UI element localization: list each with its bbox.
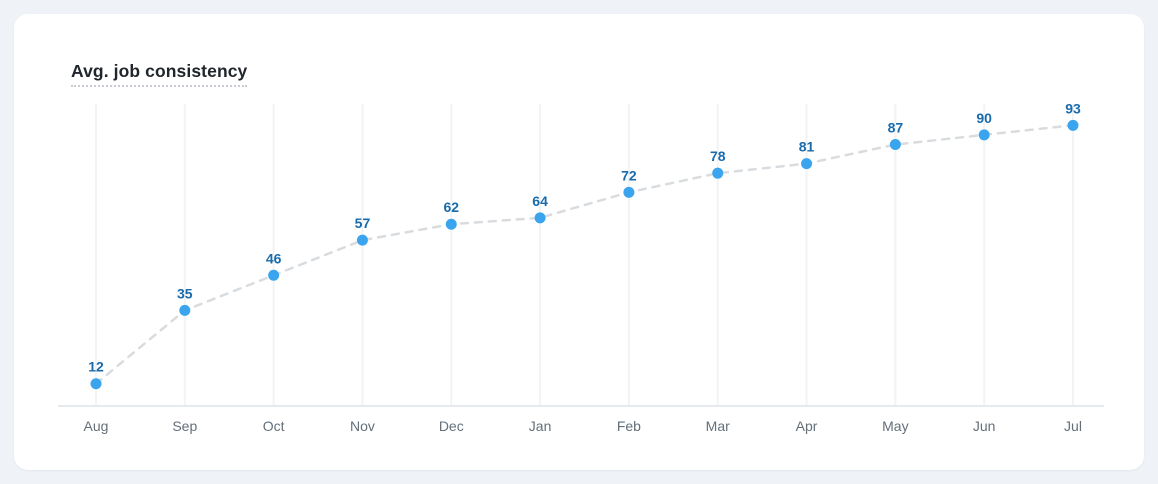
point-value-label: 57 (355, 215, 371, 231)
point-value-label: 87 (888, 119, 904, 135)
data-point[interactable] (889, 138, 901, 150)
data-point[interactable] (1067, 119, 1079, 131)
x-axis-tick-label: Jan (529, 418, 552, 434)
chart-title: Avg. job consistency (71, 61, 248, 87)
data-point[interactable] (534, 212, 546, 224)
x-axis-tick-label: Mar (706, 418, 730, 434)
point-value-label: 72 (621, 167, 637, 183)
data-point[interactable] (356, 234, 368, 246)
x-axis-tick-label: Oct (263, 418, 285, 434)
data-point[interactable] (978, 129, 990, 141)
chart-card: Avg. job consistency (14, 14, 1144, 470)
x-axis-tick-label: Nov (350, 418, 375, 434)
point-value-label: 93 (1065, 100, 1081, 116)
point-value-label: 90 (976, 110, 992, 126)
point-value-label: 62 (443, 199, 459, 215)
x-axis-tick-label: Aug (84, 418, 109, 434)
x-axis-tick-label: Feb (617, 418, 641, 434)
x-axis-tick-label: Jun (973, 418, 996, 434)
x-axis-tick-label: Jul (1064, 418, 1082, 434)
x-axis-tick-label: May (882, 418, 908, 434)
point-value-label: 64 (532, 193, 548, 209)
data-point[interactable] (445, 218, 457, 230)
data-point[interactable] (179, 304, 191, 316)
data-point[interactable] (268, 269, 280, 281)
point-value-label: 35 (177, 285, 193, 301)
x-axis-tick-label: Apr (796, 418, 818, 434)
point-value-label: 46 (266, 250, 282, 266)
data-point[interactable] (623, 186, 635, 198)
point-value-label: 12 (88, 359, 104, 375)
data-point[interactable] (712, 167, 724, 179)
point-value-label: 81 (799, 139, 815, 155)
point-value-label: 78 (710, 148, 726, 164)
x-axis-tick-label: Sep (172, 418, 197, 434)
data-point[interactable] (90, 378, 102, 390)
data-point[interactable] (801, 158, 813, 170)
trend-line (94, 124, 1075, 385)
x-axis-tick-label: Dec (439, 418, 464, 434)
